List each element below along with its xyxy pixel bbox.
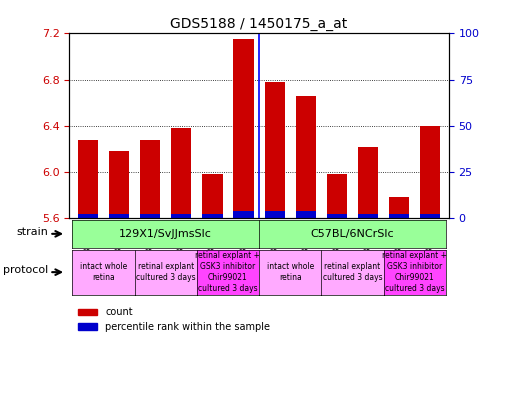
Bar: [420, 215, 440, 218]
Bar: [295, 96, 316, 218]
Bar: [327, 174, 347, 218]
Bar: [233, 39, 253, 218]
Text: retinal explant
cultured 3 days: retinal explant cultured 3 days: [323, 262, 382, 282]
Bar: [78, 140, 98, 218]
Bar: [389, 215, 409, 218]
Legend: count, percentile rank within the sample: count, percentile rank within the sample: [74, 303, 274, 336]
Bar: [265, 211, 285, 218]
Bar: [202, 174, 223, 218]
Text: retinal explant
cultured 3 days: retinal explant cultured 3 days: [136, 262, 195, 282]
Text: C57BL/6NCrSlc: C57BL/6NCrSlc: [310, 229, 394, 239]
Text: intact whole
retina: intact whole retina: [267, 262, 314, 282]
Bar: [140, 215, 160, 218]
Title: GDS5188 / 1450175_a_at: GDS5188 / 1450175_a_at: [170, 17, 348, 31]
Bar: [358, 215, 378, 218]
Bar: [202, 215, 223, 218]
Bar: [265, 82, 285, 218]
Text: strain: strain: [16, 228, 48, 237]
Bar: [389, 197, 409, 218]
Text: retinal explant +
GSK3 inhibitor
Chir99021
cultured 3 days: retinal explant + GSK3 inhibitor Chir990…: [195, 251, 261, 293]
Text: protocol: protocol: [3, 265, 48, 275]
Bar: [140, 140, 160, 218]
Text: 129X1/SvJJmsSlc: 129X1/SvJJmsSlc: [120, 229, 212, 239]
Bar: [171, 128, 191, 218]
Text: intact whole
retina: intact whole retina: [80, 262, 127, 282]
Bar: [358, 147, 378, 218]
Bar: [327, 215, 347, 218]
Bar: [109, 151, 129, 218]
Bar: [233, 211, 253, 218]
Text: retinal explant +
GSK3 inhibitor
Chir99021
cultured 3 days: retinal explant + GSK3 inhibitor Chir990…: [382, 251, 447, 293]
Bar: [171, 215, 191, 218]
Bar: [295, 211, 316, 218]
Bar: [78, 215, 98, 218]
Bar: [109, 215, 129, 218]
Bar: [420, 126, 440, 218]
